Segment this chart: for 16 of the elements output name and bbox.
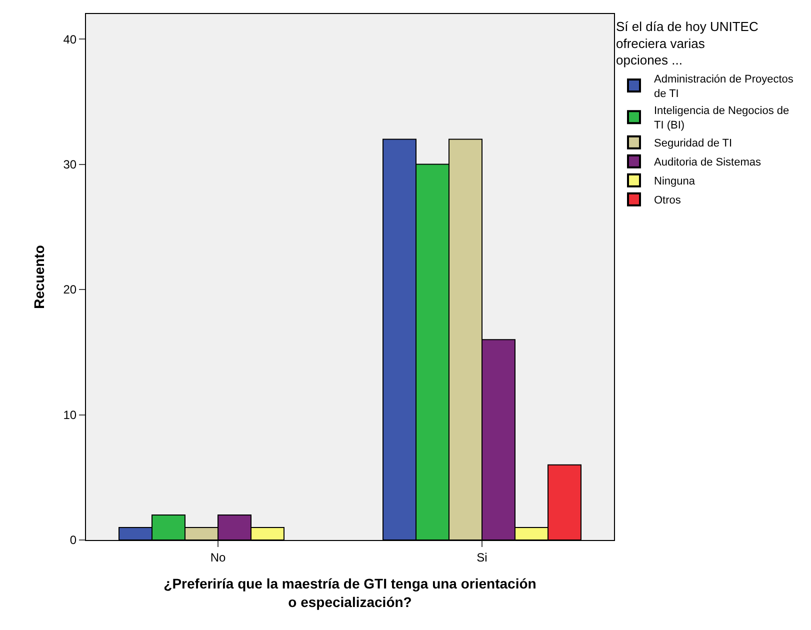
- x-tick-label: No: [210, 550, 226, 564]
- y-tick-label: 10: [63, 408, 77, 422]
- y-tick-label: 0: [70, 533, 77, 548]
- x-axis-title: ¿Preferiría que la maestría de GTI tenga una orientación o especialización?: [164, 576, 536, 610]
- y-tick-label: 20: [63, 282, 77, 297]
- legend-label: Seguridad de TI: [654, 138, 732, 150]
- legend-label: Otros: [654, 194, 682, 207]
- y-tick-label: 40: [63, 32, 77, 46]
- legend-label: Auditoria de Sistemas: [654, 156, 762, 169]
- y-tick-label: 30: [63, 157, 77, 172]
- legend-label: Administración de Proyectos de TI: [654, 74, 794, 100]
- legend-title: Sí el día de hoy UNITEC ofreciera varias opciones ...: [616, 18, 758, 68]
- legend-label: Inteligencia de Negocios de TI (BI): [654, 105, 790, 132]
- y-axis-title: Recuento: [30, 245, 47, 309]
- legend-label: Ninguna: [654, 176, 696, 188]
- x-tick-label: Si: [476, 550, 488, 564]
